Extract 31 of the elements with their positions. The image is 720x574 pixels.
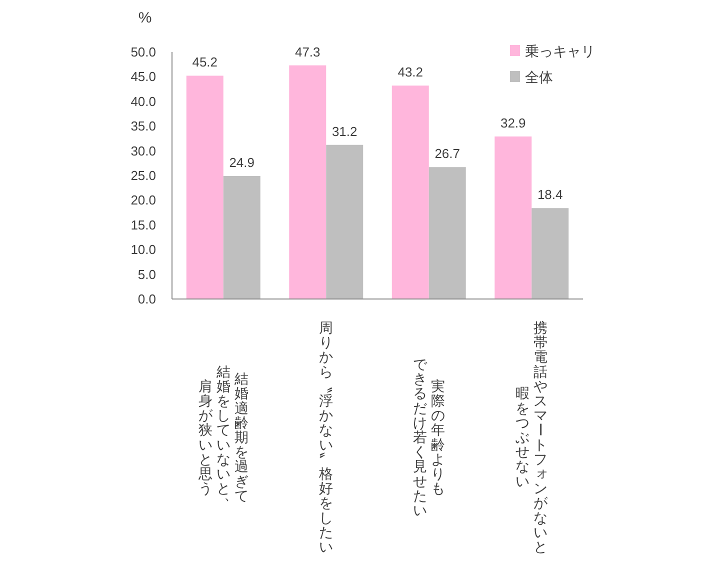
bar xyxy=(428,167,466,299)
data-label: 18.4 xyxy=(537,187,563,202)
data-label: 24.9 xyxy=(229,154,255,170)
data-label: 32.9 xyxy=(500,115,526,130)
y-tick-label: 40.0 xyxy=(130,94,156,109)
data-label: 47.3 xyxy=(294,44,320,60)
bar xyxy=(289,65,326,299)
y-tick-label: 25.0 xyxy=(130,168,156,183)
data-label: 45.2 xyxy=(192,54,218,70)
legend-label: 乗っキャリ xyxy=(525,43,595,59)
legend-label: 全体 xyxy=(525,69,553,85)
bar xyxy=(532,208,569,299)
y-tick-label: 10.0 xyxy=(130,242,156,258)
y-tick-label: 15.0 xyxy=(130,217,156,232)
category-label: 周りから〝浮かない〟格好をしたい xyxy=(318,320,334,555)
bar xyxy=(223,176,260,299)
y-tick-label: 50.0 xyxy=(130,44,156,60)
data-label: 43.2 xyxy=(398,64,424,80)
bar xyxy=(494,136,532,299)
y-tick-label: 30.0 xyxy=(130,143,156,158)
y-tick-label: 35.0 xyxy=(130,118,156,134)
y-tick-label: 5.0 xyxy=(138,266,156,282)
y-axis-title: % xyxy=(138,10,152,26)
data-label: 26.7 xyxy=(434,146,460,162)
bar xyxy=(186,76,224,299)
bar xyxy=(326,144,364,299)
y-tick-label: 20.0 xyxy=(130,192,156,208)
data-label: 31.2 xyxy=(332,124,358,139)
y-tick-label: 0.0 xyxy=(138,292,156,306)
y-tick-label: 45.0 xyxy=(130,69,156,84)
bar xyxy=(392,86,429,299)
